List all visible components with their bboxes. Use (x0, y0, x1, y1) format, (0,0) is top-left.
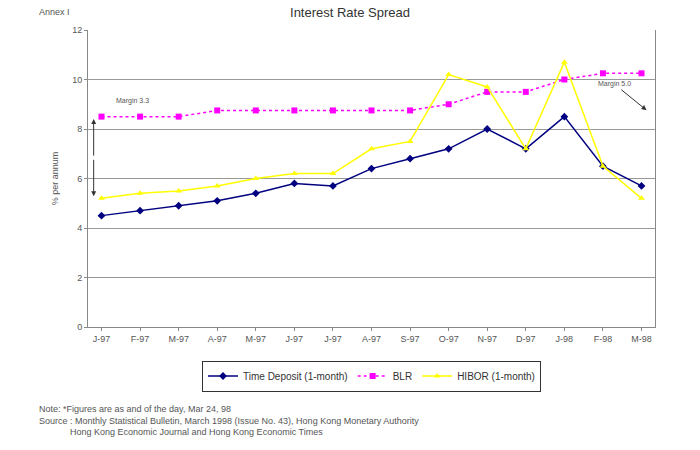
svg-text:O-97: O-97 (439, 334, 459, 344)
svg-text:12: 12 (72, 25, 82, 35)
svg-text:Hong Kong Economic Journal and: Hong Kong Economic Journal and Hong Kong… (70, 427, 323, 437)
svg-text:S-97: S-97 (401, 334, 420, 344)
svg-text:J-97: J-97 (93, 334, 111, 344)
svg-text:M-97: M-97 (168, 334, 189, 344)
svg-text:N-97: N-97 (477, 334, 497, 344)
svg-text:0: 0 (77, 322, 82, 332)
svg-text:HIBOR (1-month): HIBOR (1-month) (457, 371, 535, 382)
svg-text:4: 4 (77, 223, 82, 233)
svg-text:Interest Rate Spread: Interest Rate Spread (290, 5, 410, 20)
svg-text:M-98: M-98 (631, 334, 652, 344)
svg-text:A-97: A-97 (362, 334, 381, 344)
svg-text:% per annum: % per annum (50, 152, 60, 206)
svg-text:8: 8 (77, 124, 82, 134)
svg-text:M-97: M-97 (246, 334, 267, 344)
svg-text:F-98: F-98 (594, 334, 613, 344)
svg-text:10: 10 (72, 75, 82, 85)
svg-text:BLR: BLR (393, 371, 412, 382)
svg-text:Margin 5.0: Margin 5.0 (598, 80, 631, 88)
svg-text:2: 2 (77, 273, 82, 283)
svg-text:F-97: F-97 (131, 334, 150, 344)
svg-text:J-98: J-98 (556, 334, 574, 344)
svg-text:6: 6 (77, 174, 82, 184)
svg-text:Note: *Figures are as and of t: Note: *Figures are as and of the day, Ma… (39, 404, 231, 414)
svg-text:Time Deposit (1-month): Time Deposit (1-month) (243, 371, 348, 382)
svg-text:Annex I: Annex I (39, 7, 70, 17)
svg-text:J-97: J-97 (286, 334, 304, 344)
svg-text:Source : Monthly Statistical B: Source : Monthly Statistical Bulletin, M… (39, 416, 419, 426)
svg-text:Margin 3.3: Margin 3.3 (116, 97, 149, 105)
svg-text:A-97: A-97 (208, 334, 227, 344)
svg-text:J-97: J-97 (324, 334, 342, 344)
svg-text:D-97: D-97 (516, 334, 536, 344)
